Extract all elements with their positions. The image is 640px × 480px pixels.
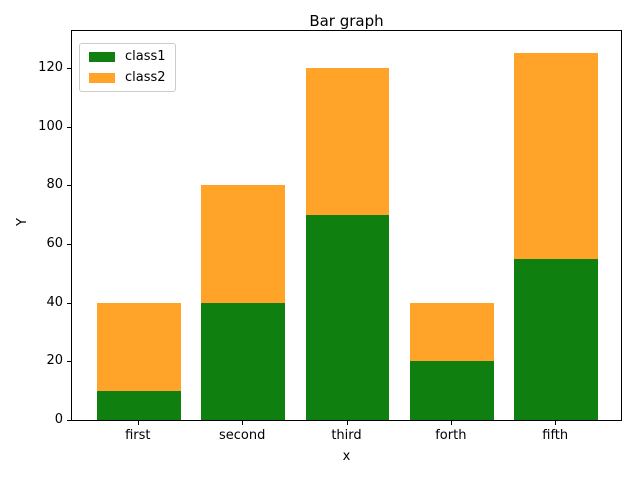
y-tick-mark [67, 68, 71, 69]
bar-fifth [514, 53, 598, 420]
y-tick-mark [67, 302, 71, 304]
bar-segment-class1 [305, 214, 390, 420]
x-tick-mark [137, 421, 139, 425]
y-tick-label: 80 [46, 177, 63, 193]
bar-segment-class1 [410, 361, 494, 420]
legend-swatch-icon [89, 73, 115, 83]
y-tick-mark [67, 185, 71, 187]
bar-segment-class1 [201, 302, 285, 420]
bar-segment-class2 [97, 302, 181, 391]
bar-second [201, 185, 285, 420]
chart-title: Bar graph [309, 12, 384, 30]
y-tick-label: 20 [46, 353, 63, 369]
x-tick-mark [242, 421, 244, 425]
x-tick-label-forth: forth [435, 428, 467, 443]
x-tick-label-fifth: fifth [542, 428, 569, 443]
legend-label: class1 [125, 49, 166, 64]
bar-forth [410, 302, 494, 420]
legend-entry-class1: class1 [89, 50, 166, 64]
y-tick-mark [67, 420, 71, 421]
legend-swatch-icon [89, 52, 115, 62]
y-tick-label: 40 [46, 294, 63, 310]
bar-third [305, 68, 390, 420]
x-axis-label: x [342, 449, 351, 464]
x-tick-mark [346, 421, 348, 425]
bar-segment-class2 [514, 53, 598, 259]
y-tick-mark [67, 126, 71, 128]
x-tick-label-first: first [125, 428, 151, 443]
y-tick-label: 0 [54, 412, 63, 427]
bar-segment-class1 [514, 258, 598, 420]
bar-first [97, 302, 181, 420]
y-axis-label: Y [15, 218, 30, 226]
bar-segment-class2 [201, 185, 285, 303]
x-tick-label-third: third [331, 428, 362, 443]
y-tick-label: 120 [38, 60, 63, 75]
y-tick-mark [67, 244, 71, 245]
x-tick-label-second: second [218, 428, 266, 443]
x-tick-mark [450, 421, 452, 425]
bar-segment-class1 [97, 390, 181, 420]
legend-entry-class2: class2 [89, 71, 166, 85]
legend: class1 class2 [79, 43, 176, 92]
y-tick-mark [67, 361, 71, 363]
legend-label: class2 [125, 70, 166, 85]
y-tick-label: 60 [46, 236, 63, 251]
bar-segment-class2 [305, 68, 390, 215]
x-tick-mark [555, 421, 557, 425]
plot-area: class1 class2 [71, 30, 622, 421]
bar-segment-class2 [410, 302, 494, 362]
y-tick-label: 100 [38, 118, 63, 134]
